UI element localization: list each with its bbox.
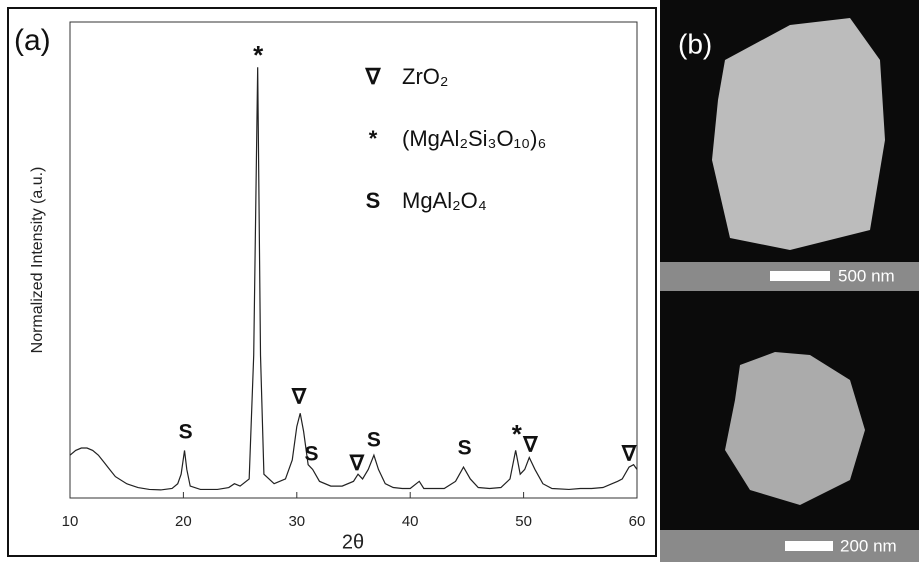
- scale-bar: [770, 271, 830, 281]
- legend-label: ZrO₂: [402, 64, 448, 89]
- scale-bar: [785, 541, 833, 551]
- peak-annotation: ∇: [291, 386, 307, 409]
- peak-annotation: *: [512, 419, 523, 449]
- y-axis-label: Normalized Intensity (a.u.): [29, 167, 46, 354]
- peak-annotation: S: [179, 420, 193, 443]
- panel-label: (b): [678, 28, 712, 59]
- peak-annotation: *: [253, 40, 264, 70]
- legend-symbol: ∇: [365, 64, 382, 89]
- peak-annotation: S: [305, 443, 319, 466]
- legend-symbol: S: [366, 188, 381, 213]
- panel-label: (a): [14, 24, 51, 57]
- x-axis-label: 2θ: [342, 531, 364, 553]
- peak-annotation: ∇: [522, 434, 538, 457]
- legend-label: (MgAl₂Si₃O₁₀)₆: [402, 126, 546, 151]
- panel-a-frame: [8, 8, 656, 556]
- peak-annotation: ∇: [621, 443, 637, 466]
- peak-annotation: S: [367, 428, 381, 451]
- x-tick-label: 10: [62, 513, 79, 530]
- legend-label: MgAl₂O₄: [402, 188, 487, 213]
- scale-label: 200 nm: [840, 536, 897, 555]
- peak-annotation: ∇: [349, 452, 365, 475]
- x-tick-label: 40: [402, 513, 419, 530]
- x-tick-label: 60: [629, 513, 646, 530]
- x-tick-label: 50: [515, 513, 532, 530]
- x-tick-label: 30: [288, 513, 305, 530]
- scale-label: 500 nm: [838, 266, 895, 285]
- figure: (a) 2θ Normalized Intensity (a.u.) (b) 5…: [0, 0, 919, 562]
- x-tick-label: 20: [175, 513, 192, 530]
- legend-symbol: *: [369, 126, 378, 151]
- peak-annotation: S: [458, 437, 472, 460]
